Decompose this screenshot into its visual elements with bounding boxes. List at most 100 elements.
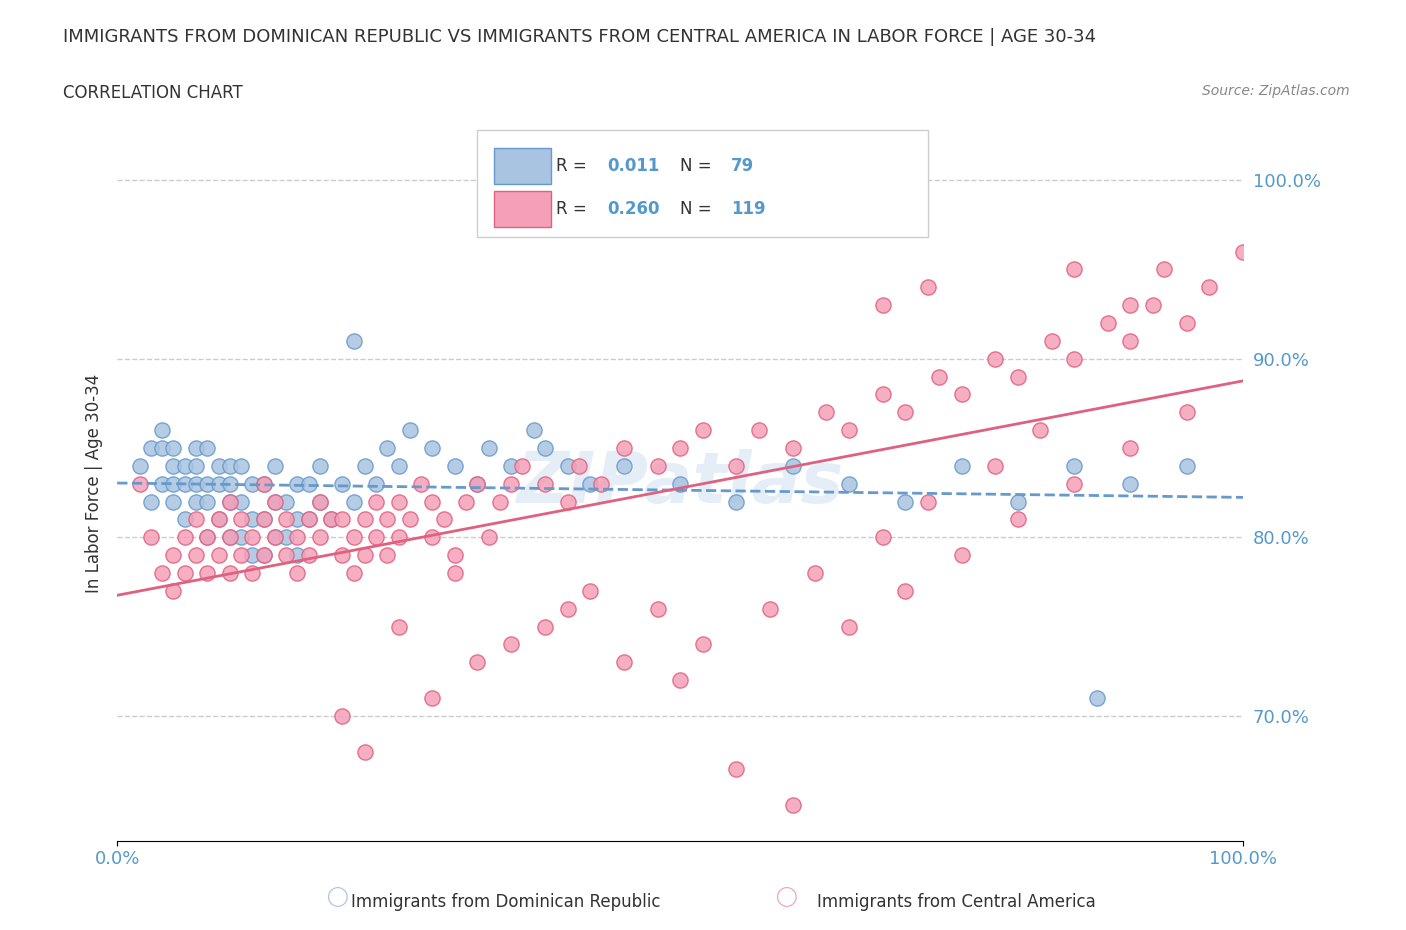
Point bbox=[173, 530, 195, 545]
Point bbox=[591, 476, 613, 491]
Point bbox=[354, 548, 377, 563]
Point bbox=[456, 494, 478, 509]
Point bbox=[285, 512, 308, 526]
Point bbox=[467, 476, 489, 491]
Text: 0.011: 0.011 bbox=[607, 157, 659, 175]
Point bbox=[489, 494, 512, 509]
Point bbox=[377, 512, 399, 526]
Point bbox=[388, 530, 411, 545]
Point bbox=[1029, 423, 1052, 438]
Point bbox=[274, 530, 297, 545]
Point bbox=[512, 458, 534, 473]
Point bbox=[252, 476, 274, 491]
Point bbox=[1175, 405, 1198, 419]
Point bbox=[388, 458, 411, 473]
Point bbox=[330, 476, 353, 491]
Text: ◯: ◯ bbox=[776, 886, 799, 907]
Point bbox=[263, 494, 285, 509]
Point bbox=[297, 512, 319, 526]
Point bbox=[1063, 262, 1085, 277]
Point bbox=[263, 458, 285, 473]
Point bbox=[354, 512, 377, 526]
Point bbox=[285, 565, 308, 580]
Point bbox=[523, 423, 546, 438]
Point bbox=[139, 494, 162, 509]
Point bbox=[229, 530, 252, 545]
Point bbox=[444, 565, 467, 580]
Point bbox=[173, 476, 195, 491]
Text: 119: 119 bbox=[731, 200, 765, 218]
Point bbox=[411, 476, 433, 491]
Point bbox=[195, 476, 218, 491]
Text: 79: 79 bbox=[731, 157, 754, 175]
Point bbox=[1040, 334, 1063, 349]
Point bbox=[308, 494, 330, 509]
Point bbox=[613, 458, 636, 473]
Point bbox=[285, 548, 308, 563]
Point bbox=[218, 494, 240, 509]
Point bbox=[782, 441, 804, 456]
Point bbox=[613, 655, 636, 670]
Point bbox=[252, 512, 274, 526]
Point bbox=[984, 458, 1007, 473]
Point bbox=[388, 619, 411, 634]
Point bbox=[150, 423, 173, 438]
Point bbox=[274, 548, 297, 563]
Point bbox=[173, 565, 195, 580]
Point bbox=[207, 548, 229, 563]
Point bbox=[297, 548, 319, 563]
Point bbox=[1119, 334, 1142, 349]
Point bbox=[759, 601, 782, 616]
Point bbox=[388, 494, 411, 509]
Text: CORRELATION CHART: CORRELATION CHART bbox=[63, 84, 243, 101]
Point bbox=[478, 441, 501, 456]
Point bbox=[1063, 458, 1085, 473]
Point bbox=[1007, 494, 1029, 509]
Point bbox=[568, 458, 591, 473]
Point bbox=[195, 441, 218, 456]
Point bbox=[285, 476, 308, 491]
Point bbox=[872, 387, 894, 402]
Point bbox=[162, 548, 184, 563]
Point bbox=[534, 441, 557, 456]
Point bbox=[139, 530, 162, 545]
Point bbox=[782, 458, 804, 473]
Point bbox=[285, 530, 308, 545]
Point bbox=[669, 476, 692, 491]
Point bbox=[1007, 512, 1029, 526]
Y-axis label: In Labor Force | Age 30-34: In Labor Force | Age 30-34 bbox=[86, 374, 103, 593]
Point bbox=[838, 619, 860, 634]
Point bbox=[252, 512, 274, 526]
Point bbox=[207, 512, 229, 526]
Point bbox=[240, 548, 263, 563]
Point bbox=[218, 565, 240, 580]
Point bbox=[1175, 458, 1198, 473]
Point bbox=[128, 458, 150, 473]
Point bbox=[1198, 280, 1220, 295]
Point bbox=[917, 280, 939, 295]
Point bbox=[240, 565, 263, 580]
Point bbox=[139, 441, 162, 456]
Point bbox=[894, 583, 917, 598]
Point bbox=[342, 494, 364, 509]
FancyBboxPatch shape bbox=[495, 191, 551, 227]
Text: R =: R = bbox=[557, 200, 592, 218]
Point bbox=[782, 798, 804, 813]
Point bbox=[308, 494, 330, 509]
Point bbox=[218, 476, 240, 491]
Point bbox=[297, 512, 319, 526]
Point bbox=[150, 476, 173, 491]
Point bbox=[872, 298, 894, 312]
Point bbox=[669, 672, 692, 687]
Point bbox=[804, 565, 827, 580]
Text: ◯: ◯ bbox=[326, 886, 349, 907]
Point bbox=[184, 441, 207, 456]
Point bbox=[173, 512, 195, 526]
Text: Source: ZipAtlas.com: Source: ZipAtlas.com bbox=[1202, 84, 1350, 98]
Point bbox=[128, 476, 150, 491]
Point bbox=[534, 619, 557, 634]
Text: Immigrants from Central America: Immigrants from Central America bbox=[817, 894, 1095, 911]
Text: 0.260: 0.260 bbox=[607, 200, 659, 218]
Point bbox=[1063, 476, 1085, 491]
Point bbox=[1175, 315, 1198, 330]
